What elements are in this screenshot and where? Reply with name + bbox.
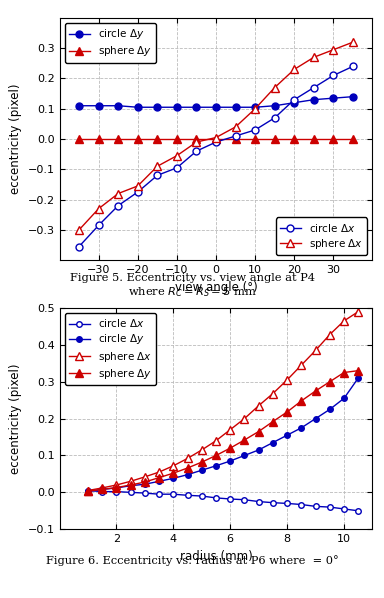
Text: Figure 5. Eccentricity vs. view angle at P4: Figure 5. Eccentricity vs. view angle at… bbox=[70, 273, 314, 283]
Text: where $R_C = R_S = 5$ mm: where $R_C = R_S = 5$ mm bbox=[127, 285, 257, 299]
X-axis label: view angle (°): view angle (°) bbox=[175, 280, 257, 294]
Text: Figure 6. Eccentricity vs. radius at P6 where  = 0°: Figure 6. Eccentricity vs. radius at P6 … bbox=[46, 556, 338, 566]
X-axis label: radius (mm): radius (mm) bbox=[180, 550, 252, 563]
Y-axis label: eccentricity (pixel): eccentricity (pixel) bbox=[9, 84, 22, 194]
Legend: circle $\Delta x$, sphere $\Delta x$: circle $\Delta x$, sphere $\Delta x$ bbox=[276, 218, 367, 255]
Y-axis label: eccentricity (pixel): eccentricity (pixel) bbox=[9, 364, 22, 474]
Legend: circle $\Delta x$, circle $\Delta y$, sphere $\Delta x$, sphere $\Delta y$: circle $\Delta x$, circle $\Delta y$, sp… bbox=[65, 313, 156, 385]
